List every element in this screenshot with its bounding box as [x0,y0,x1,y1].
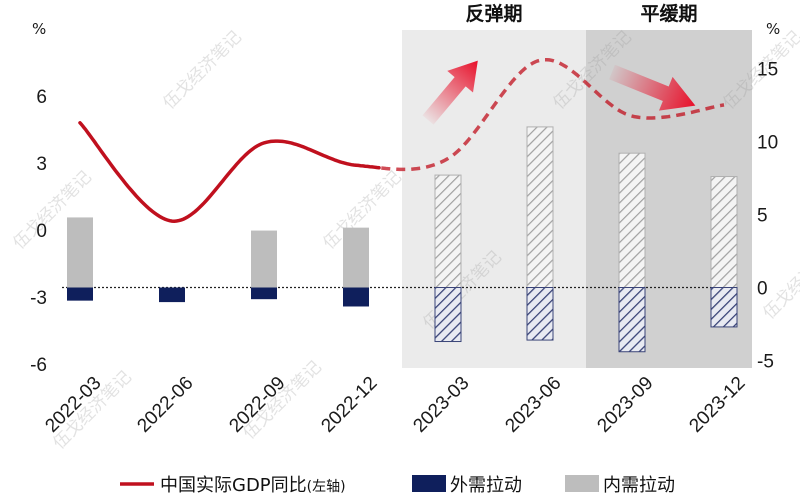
legend-domestic-swatch [565,475,599,492]
right-axis-tick-label: 10 [757,133,778,154]
domestic-demand-bar [710,176,738,288]
x-axis-category-label: 2022-06 [133,373,197,437]
x-axis-category-label: 2023-06 [501,373,565,437]
gdp-line-actual [78,121,381,223]
watermark-text: 伍戈经济笔记 [159,27,245,113]
legend-gdp-name: 中国实际GDP同比 [160,475,307,496]
x-axis-category-label: 2022-12 [317,373,381,437]
legend-external-label: 外需拉动 [450,475,522,496]
domestic-demand-bar [251,230,277,288]
legend-external-swatch [412,475,446,492]
legend-gdp-label: 中国实际GDP同比(左轴) [160,475,346,496]
right-axis-unit: % [766,20,780,38]
domestic-demand-bar [618,152,646,288]
x-axis-category-label: 2023-12 [685,373,749,437]
external-demand-bar [67,287,93,301]
left-axis-unit: % [32,20,46,38]
external-demand-bar [526,287,554,341]
external-demand-bar [251,287,277,300]
domestic-demand-bar [343,227,369,288]
x-axis-category-label: 2023-03 [409,373,473,437]
left-axis-tick-label: 0 [36,221,47,242]
right-axis-tick-label: -5 [757,352,774,373]
domestic-demand-bar [67,217,93,288]
left-axis-tick-label: 3 [36,154,47,175]
right-axis-tick-label: 15 [757,60,778,81]
legend-domestic-label: 内需拉动 [603,475,675,496]
domestic-demand-bar [434,174,462,288]
external-demand-bar [343,287,369,307]
left-axis-tick-label: -3 [30,288,47,309]
legend-gdp-axis-note: (左轴) [307,479,346,495]
left-axis-tick-label: -6 [30,355,47,376]
phase-panel-1 [402,30,586,368]
domestic-demand-bar [526,126,554,289]
legend: 中国实际GDP同比(左轴) 外需拉动 内需拉动 [120,475,675,496]
phase-label-2: 平缓期 [640,2,697,25]
external-demand-bar [434,287,462,343]
left-axis-tick-label: 6 [36,87,47,108]
flatten-arrow-icon [609,64,696,111]
phase-label-1: 反弹期 [465,2,522,25]
right-axis-tick-label: 5 [757,206,768,227]
rebound-arrow-icon [422,60,478,125]
external-demand-bar [159,287,185,303]
right-axis-tick-label: 0 [757,279,768,300]
gdp-line-forecast [381,57,725,172]
external-demand-bar [618,287,646,353]
x-axis-category-label: 2023-09 [593,373,657,437]
external-demand-bar [710,287,738,328]
